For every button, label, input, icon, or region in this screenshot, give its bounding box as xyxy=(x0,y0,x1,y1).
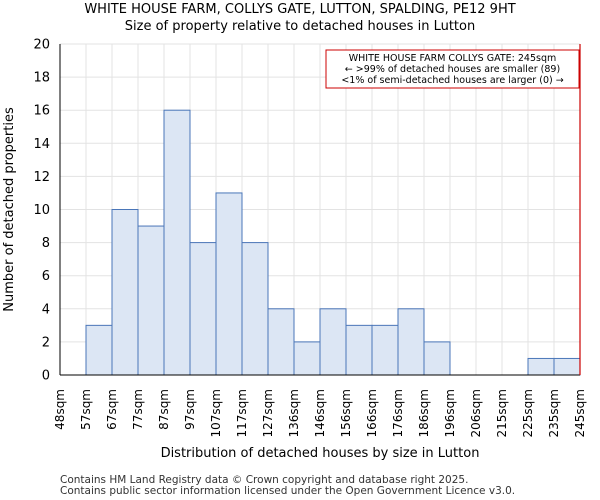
x-tick-label: 87sqm xyxy=(157,389,171,430)
x-tick-label: 176sqm xyxy=(391,389,405,437)
x-axis-label: Distribution of detached houses by size … xyxy=(161,446,480,461)
histogram-chart: 0 2 4 6 8 10 12 14 16 18 20 48sqm 57sqm 67sqm 77sqm 87s… xyxy=(2,38,587,462)
annotation-box xyxy=(325,49,580,89)
x-tick-label: 146sqm xyxy=(313,389,327,437)
annotation-line: ← >99% of detached houses are smaller (8… xyxy=(345,64,560,75)
histogram-bar xyxy=(137,225,165,376)
histogram-bar xyxy=(371,324,399,376)
footer-line-2: Contains public sector information licen… xyxy=(60,485,516,497)
x-tick-label: 117sqm xyxy=(235,389,249,437)
y-tick-label: 8 xyxy=(42,236,50,251)
y-tick-label: 16 xyxy=(33,104,50,119)
x-tick-label: 225sqm xyxy=(521,389,535,437)
histogram-bar xyxy=(319,308,347,376)
y-tick-label: 0 xyxy=(42,369,50,384)
histogram-bar xyxy=(397,308,425,376)
histogram-bar xyxy=(241,242,269,376)
histogram-bar xyxy=(293,341,321,376)
x-tick-label: 235sqm xyxy=(547,389,561,437)
y-tick-label: 6 xyxy=(42,269,50,284)
histogram-bar xyxy=(267,308,295,376)
histogram-bar xyxy=(423,341,451,376)
histogram-bar xyxy=(189,242,217,376)
footer-line-1: Contains HM Land Registry data © Crown c… xyxy=(60,474,469,486)
y-tick-label: 20 xyxy=(33,38,50,53)
x-tick-label: 156sqm xyxy=(339,389,353,437)
x-tick-label: 196sqm xyxy=(443,389,457,437)
histogram-bar xyxy=(163,109,191,376)
histogram-bar xyxy=(527,357,555,376)
x-tick-label: 245sqm xyxy=(573,389,587,437)
x-tick-label: 215sqm xyxy=(495,389,509,437)
y-tick-label: 10 xyxy=(33,203,50,218)
x-tick-label: 77sqm xyxy=(131,389,145,430)
histogram-bar xyxy=(553,357,581,376)
histogram-bar xyxy=(111,209,139,376)
x-tick-label: 107sqm xyxy=(209,389,223,437)
x-tick-label: 166sqm xyxy=(365,389,379,437)
y-tick-label: 2 xyxy=(42,335,50,350)
y-tick-label: 14 xyxy=(33,137,50,152)
chart-title: WHITE HOUSE FARM, COLLYS GATE, LUTTON, S… xyxy=(84,2,516,17)
chart-subtitle: Size of property relative to detached ho… xyxy=(124,19,476,34)
x-tick-label: 67sqm xyxy=(105,389,119,430)
histogram-bar xyxy=(215,192,243,376)
y-axis-label: Number of detached properties xyxy=(2,107,17,312)
y-tick-label: 18 xyxy=(33,71,50,86)
x-tick-label: 186sqm xyxy=(417,389,431,437)
x-tick-label: 97sqm xyxy=(183,389,197,430)
histogram-bar xyxy=(85,324,113,376)
x-tick-label: 48sqm xyxy=(53,389,67,430)
x-tick-label: 206sqm xyxy=(469,389,483,437)
x-tick-label: 127sqm xyxy=(261,389,275,437)
x-tick-label: 136sqm xyxy=(287,389,301,437)
annotation-line: <1% of semi-detached houses are larger (… xyxy=(341,75,563,86)
x-tick-label: 57sqm xyxy=(79,389,93,430)
y-tick-label: 12 xyxy=(33,170,50,185)
y-tick-label: 4 xyxy=(42,302,50,317)
annotation-line: WHITE HOUSE FARM COLLYS GATE: 245sqm xyxy=(349,53,557,64)
histogram-bar xyxy=(345,324,373,376)
